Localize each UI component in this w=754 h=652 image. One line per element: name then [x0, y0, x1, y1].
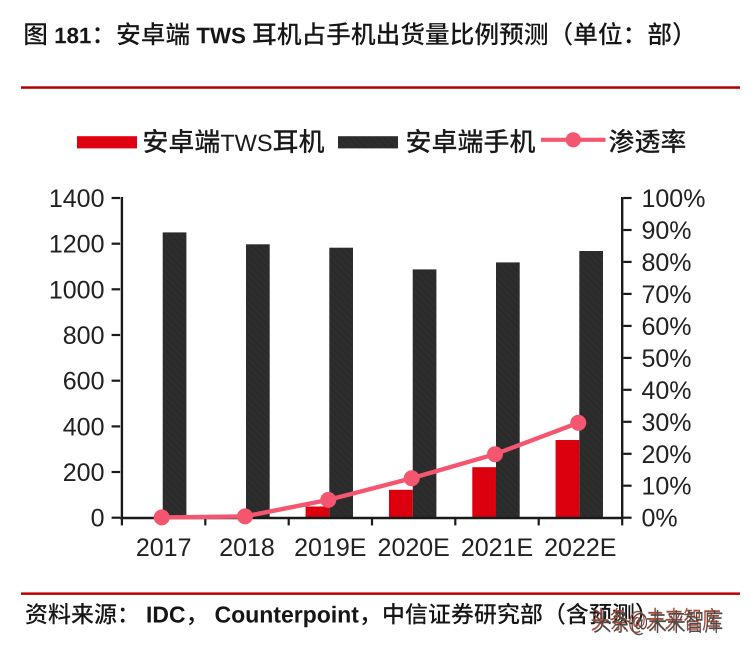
svg-text:400: 400	[63, 413, 105, 441]
svg-text:20%: 20%	[642, 441, 692, 469]
svg-text:60%: 60%	[642, 313, 692, 341]
svg-text:70%: 70%	[642, 281, 692, 309]
svg-text:800: 800	[63, 322, 105, 350]
svg-text:1200: 1200	[49, 231, 105, 259]
svg-text:600: 600	[63, 368, 105, 396]
svg-text:50%: 50%	[642, 345, 692, 373]
svg-text:200: 200	[63, 459, 105, 487]
svg-text:80%: 80%	[642, 249, 692, 277]
svg-text:100%: 100%	[642, 185, 706, 213]
svg-text:2018: 2018	[219, 534, 275, 562]
svg-text:2022E: 2022E	[544, 534, 616, 562]
svg-text:2017: 2017	[136, 534, 192, 562]
svg-text:1400: 1400	[49, 185, 105, 213]
svg-text:30%: 30%	[642, 409, 692, 437]
svg-text:10%: 10%	[642, 473, 692, 501]
svg-text:1000: 1000	[49, 276, 105, 304]
svg-text:2020E: 2020E	[378, 534, 450, 562]
svg-text:0: 0	[91, 505, 105, 533]
svg-text:90%: 90%	[642, 217, 692, 245]
svg-text:2021E: 2021E	[461, 534, 533, 562]
svg-text:40%: 40%	[642, 377, 692, 405]
svg-text:0%: 0%	[642, 505, 678, 533]
svg-text:2019E: 2019E	[294, 534, 366, 562]
